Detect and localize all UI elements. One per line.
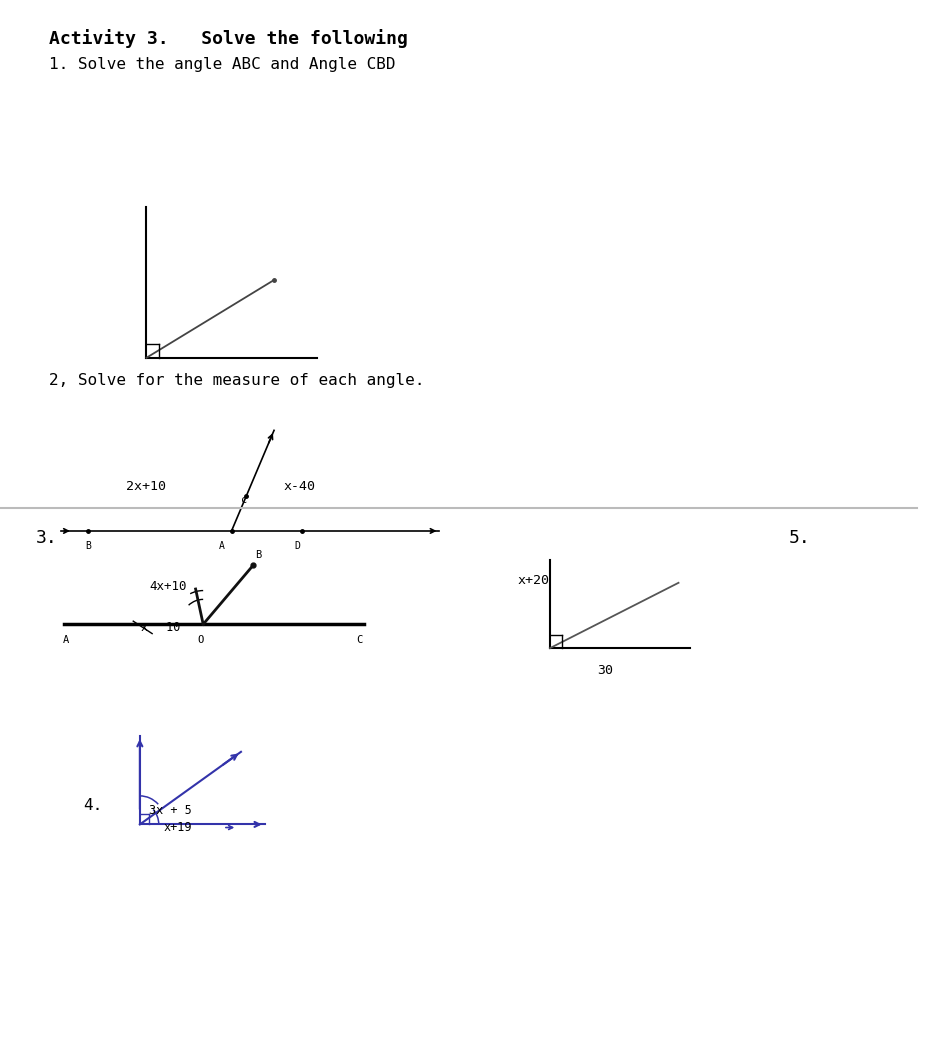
Text: B: B xyxy=(255,550,261,560)
Text: 1. Solve the angle ABC and Angle CBD: 1. Solve the angle ABC and Angle CBD xyxy=(49,57,396,72)
Text: 4.: 4. xyxy=(83,798,102,813)
Text: x+20: x+20 xyxy=(517,574,549,587)
Text: 2x+10: 2x+10 xyxy=(126,479,166,493)
Text: 10: 10 xyxy=(159,621,180,634)
Text: 3.: 3. xyxy=(36,529,58,546)
Text: A: A xyxy=(63,635,69,645)
Text: D: D xyxy=(295,541,300,552)
Text: C: C xyxy=(356,635,362,645)
Text: 5.: 5. xyxy=(788,529,810,546)
Text: c: c xyxy=(241,495,247,505)
Text: 2, Solve for the measure of each angle.: 2, Solve for the measure of each angle. xyxy=(49,373,424,388)
Text: x: x xyxy=(141,621,148,634)
Text: x+19: x+19 xyxy=(163,821,192,834)
Text: O: O xyxy=(197,635,203,645)
Text: x-40: x-40 xyxy=(283,479,315,493)
Text: 30: 30 xyxy=(597,664,612,677)
Text: 4x+10: 4x+10 xyxy=(149,580,187,593)
Text: 3x + 5: 3x + 5 xyxy=(149,805,192,817)
Text: A: A xyxy=(219,541,225,552)
Text: B: B xyxy=(85,541,91,552)
Text: Activity 3.   Solve the following: Activity 3. Solve the following xyxy=(49,29,408,48)
